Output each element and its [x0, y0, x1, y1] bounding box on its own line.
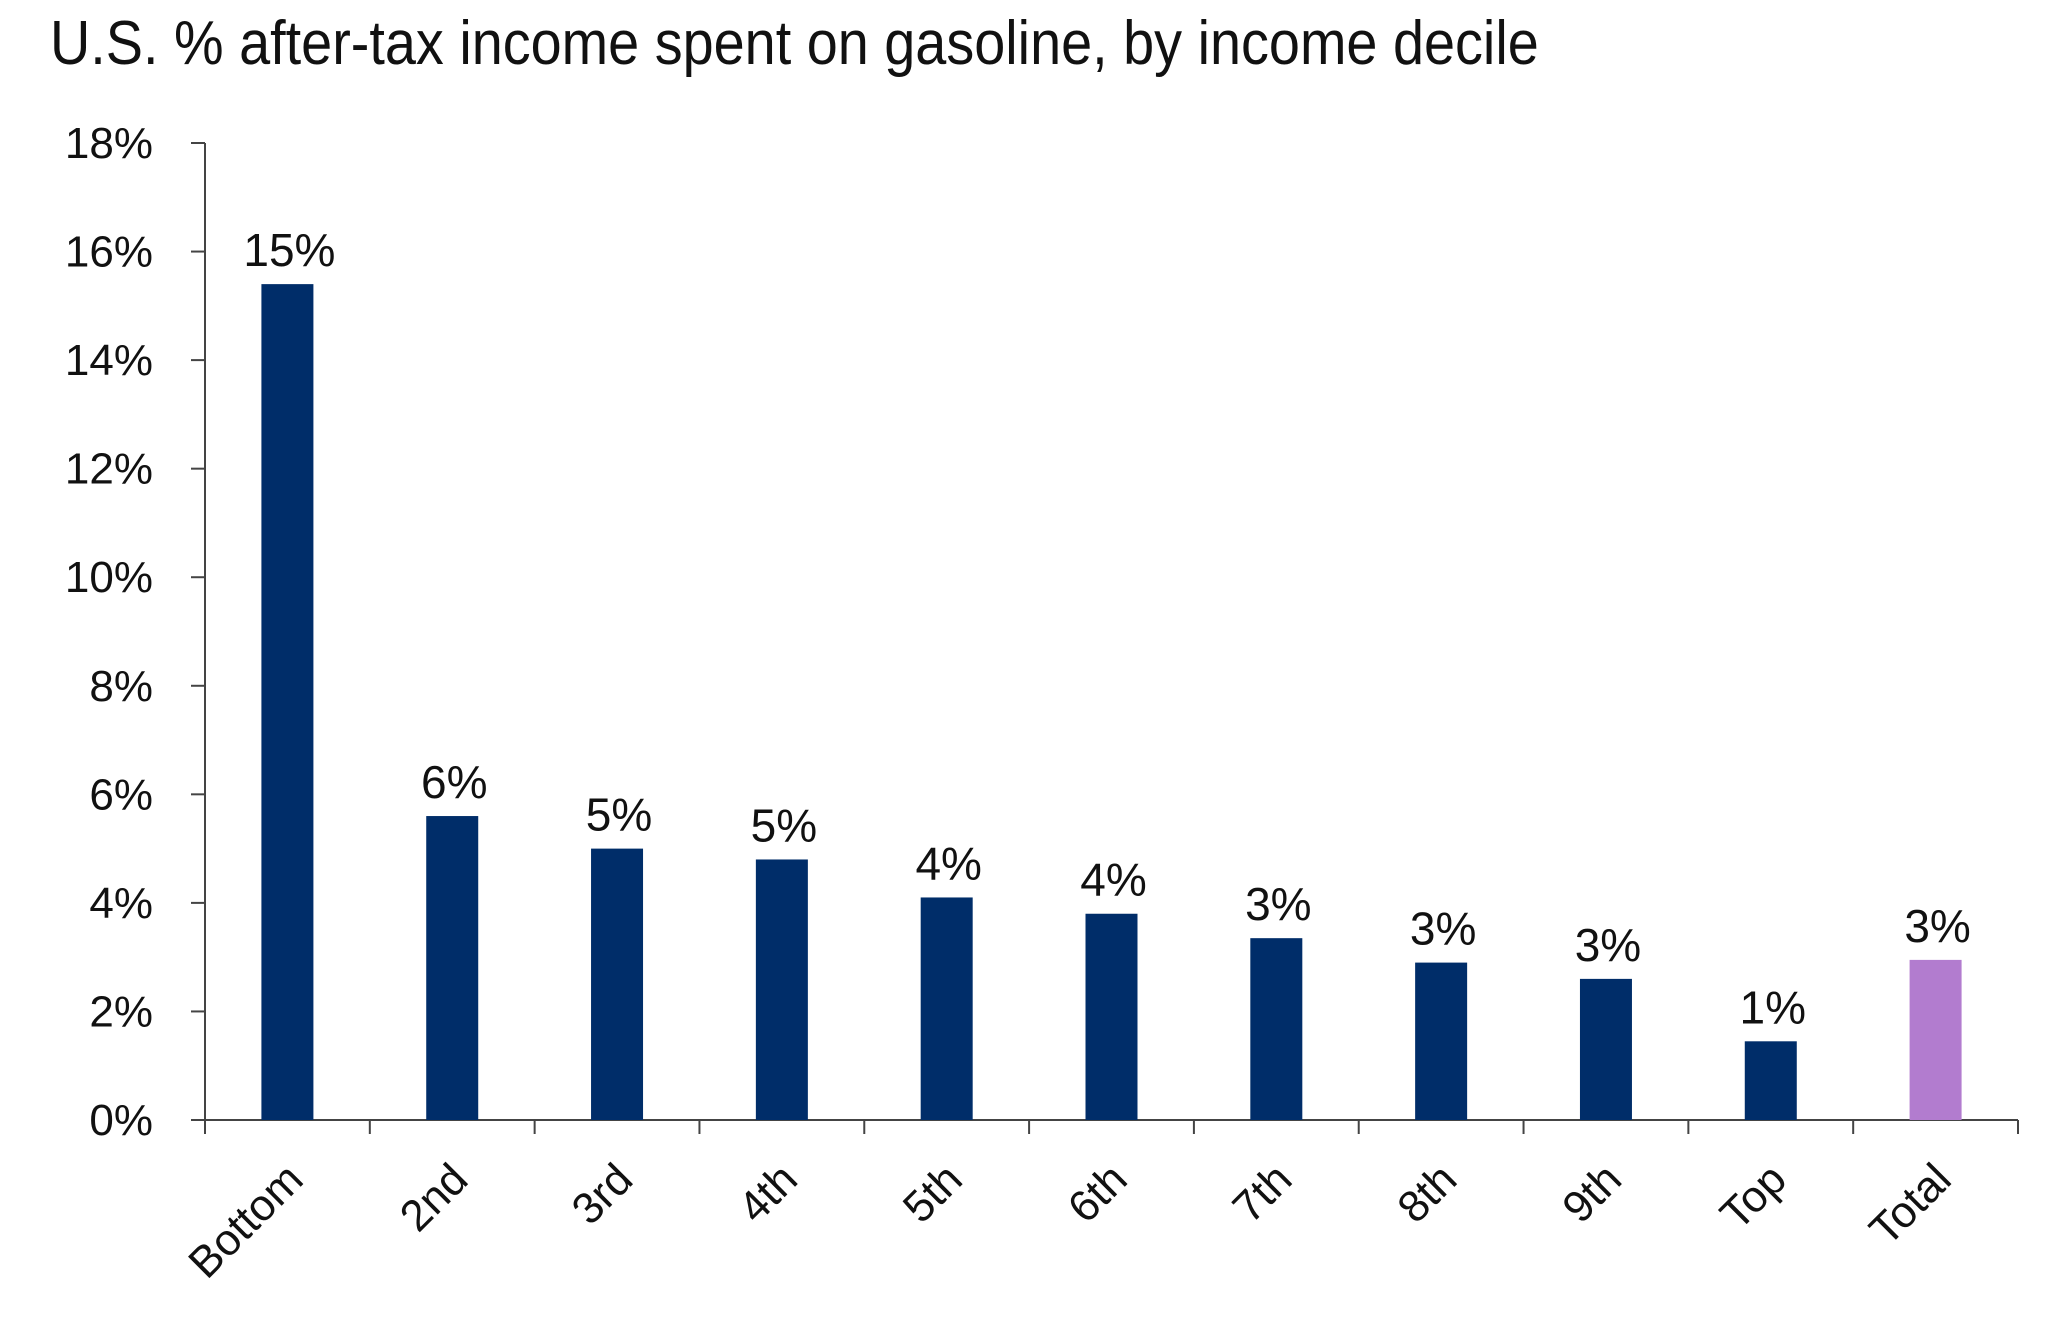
- y-tick-label: 10%: [65, 553, 153, 602]
- y-tick-label: 14%: [65, 336, 153, 385]
- bar-3rd: [591, 848, 644, 1120]
- bar-9th: [1579, 978, 1632, 1120]
- bar-total: [1909, 959, 1962, 1120]
- x-category-label: 2nd: [391, 1154, 478, 1241]
- bar-top: [1744, 1041, 1797, 1120]
- y-tick-label: 12%: [65, 445, 153, 494]
- data-label: 5%: [751, 799, 817, 851]
- x-category-label: 7th: [1223, 1154, 1301, 1232]
- data-label: 6%: [421, 756, 487, 808]
- data-label: 3%: [1245, 878, 1311, 930]
- bar-2nd: [426, 816, 479, 1120]
- data-label: 1%: [1740, 981, 1806, 1033]
- x-category-label: Total: [1860, 1154, 1960, 1254]
- data-labels: 15% 6% 5% 5% 4% 4% 3% 3% 3% 1% 3%: [243, 224, 1970, 1033]
- y-tick-label: 8%: [89, 662, 153, 711]
- x-category-label: 4th: [729, 1154, 807, 1232]
- bar-6th: [1085, 913, 1138, 1120]
- x-category-label: 3rd: [563, 1154, 643, 1234]
- bar-7th: [1250, 938, 1303, 1120]
- y-tick-label: 16%: [65, 228, 153, 277]
- bar-8th: [1415, 962, 1468, 1120]
- data-label: 4%: [915, 837, 981, 889]
- data-label: 5%: [586, 789, 652, 841]
- y-tick-label: 2%: [89, 987, 153, 1036]
- x-category-label: 8th: [1388, 1154, 1466, 1232]
- bar-4th: [755, 859, 808, 1120]
- data-label: 3%: [1575, 919, 1641, 971]
- bar-5th: [920, 897, 973, 1120]
- x-category-label: 9th: [1553, 1154, 1631, 1232]
- x-category-label: Bottom: [179, 1154, 312, 1287]
- bar-bottom: [261, 284, 314, 1121]
- y-axis: 0% 2% 4% 6% 8% 10% 12% 14% 16% 18%: [65, 119, 206, 1145]
- data-label: 4%: [1080, 854, 1146, 906]
- x-category-label: 6th: [1059, 1154, 1137, 1232]
- x-category-label: Top: [1711, 1154, 1796, 1239]
- y-tick-label: 18%: [65, 119, 153, 168]
- data-label: 3%: [1904, 900, 1970, 952]
- y-tick-label: 0%: [89, 1096, 153, 1145]
- chart-title: U.S. % after-tax income spent on gasolin…: [50, 9, 1539, 78]
- bars: [261, 284, 1962, 1121]
- data-label: 3%: [1410, 903, 1476, 955]
- y-tick-label: 4%: [89, 879, 153, 928]
- x-axis: Bottom 2nd 3rd 4th 5th 6th 7th 8th 9th Top Total: [179, 1119, 2019, 1288]
- data-label: 15%: [243, 224, 335, 276]
- x-category-label: 5th: [894, 1154, 972, 1232]
- y-tick-label: 6%: [89, 770, 153, 819]
